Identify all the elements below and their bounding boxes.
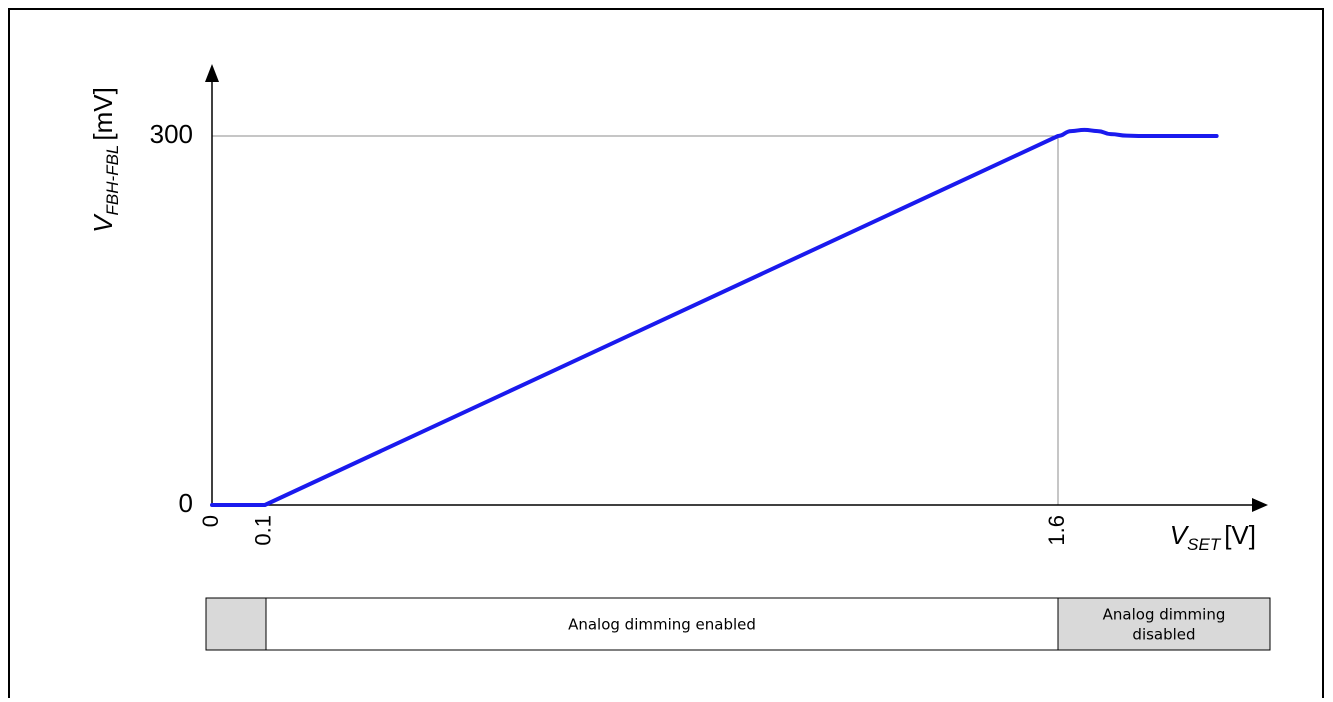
x-tick-label-0: 0 [198, 515, 223, 527]
y-axis-label: VFBH-FBL [mV] [88, 87, 122, 233]
y-tick-label-300: 300 [150, 119, 193, 149]
y-axis-label-sub: FBH-FBL [103, 145, 122, 216]
x-axis-label: VSET [V] [1170, 520, 1256, 554]
x-axis-label-unit: [V] [1224, 520, 1256, 550]
region-box-enabled [265, 597, 1059, 651]
x-axis-label-sub: SET [1187, 535, 1222, 554]
y-axis-arrow [205, 64, 219, 82]
y-axis-label-unit: [mV] [88, 87, 118, 140]
y-tick-label-0: 0 [179, 488, 193, 518]
series-line [210, 127, 1219, 507]
region-label-disabled-line2: disabled [1132, 626, 1195, 644]
region-label-enabled: Analog dimming enabled [568, 616, 756, 634]
svg-text:VFBH-FBL[mV]: VFBH-FBL [mV] [88, 87, 122, 233]
x-tick-label-1-6: 1.6 [1044, 515, 1069, 546]
y-axis-label-main: V [88, 213, 118, 233]
x-tick-label-0-1: 0.1 [251, 515, 276, 546]
region-box-off [205, 597, 267, 651]
region-label-disabled-line1: Analog dimming [1103, 606, 1226, 624]
figure-frame [8, 8, 1324, 698]
x-axis-label-main: V [1170, 520, 1190, 550]
region-box-disabled [1057, 597, 1271, 651]
x-axis-arrow [1252, 498, 1268, 512]
